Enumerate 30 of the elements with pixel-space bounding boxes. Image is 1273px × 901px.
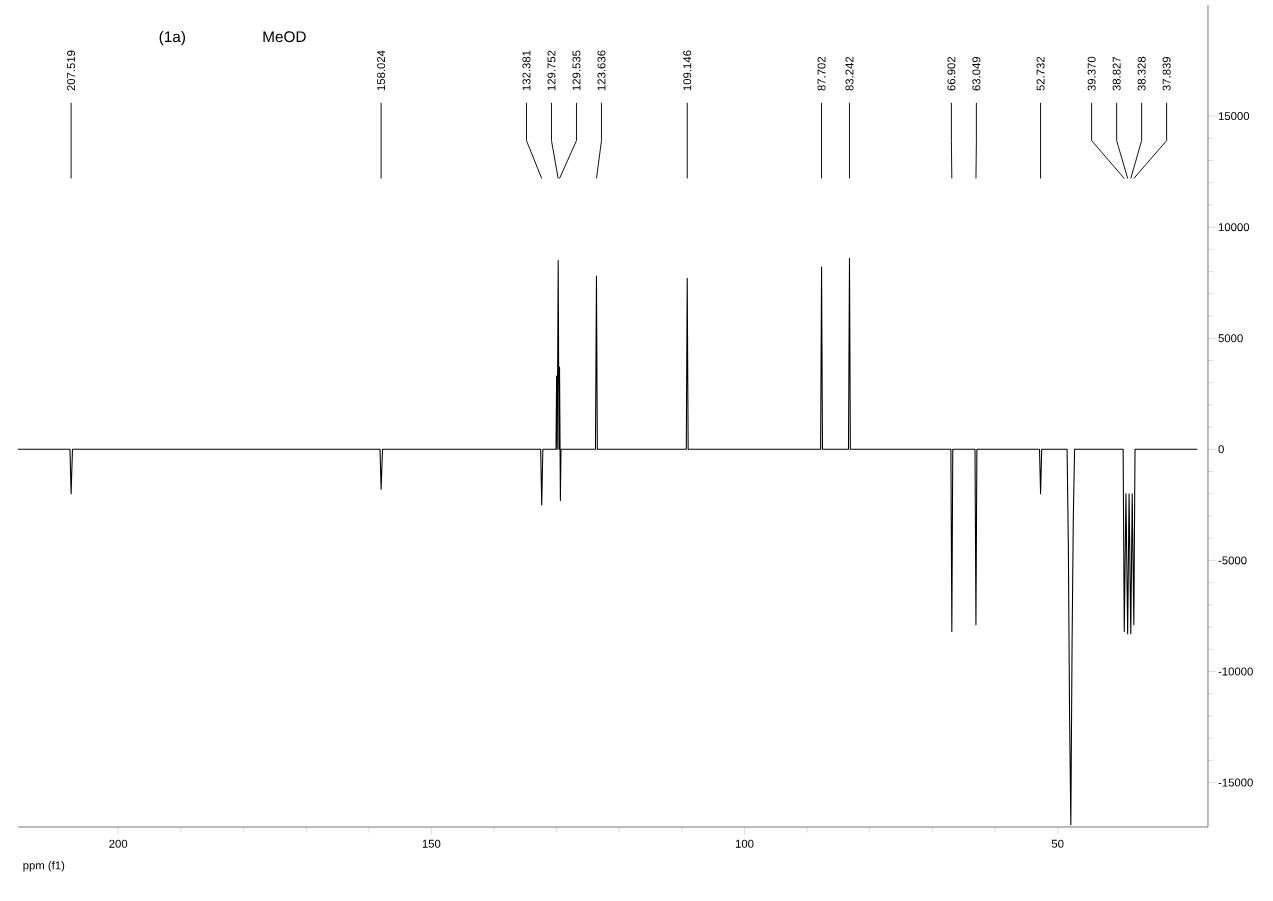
annotation: 132.381 (522, 50, 531, 91)
y-tick-label: 5000 (1218, 334, 1243, 343)
annotation: 207.519 (67, 50, 76, 91)
y-tick-label: -10000 (1218, 667, 1253, 676)
x-tick-label: 100 (735, 839, 754, 848)
annotation: 123.636 (597, 50, 606, 91)
annotation: 38.328 (1137, 56, 1146, 91)
x-tick-label: 150 (422, 839, 441, 848)
y-tick-label: -15000 (1218, 778, 1253, 787)
annotation: 129.752 (547, 50, 556, 91)
x-tick-label: 200 (109, 839, 128, 848)
y-tick-label: 10000 (1218, 223, 1250, 232)
y-tick-label: -5000 (1218, 556, 1247, 565)
annotation: 37.839 (1162, 56, 1171, 91)
y-tick-label: 15000 (1218, 112, 1250, 121)
x-tick-label: 50 (1051, 839, 1064, 848)
annotation: 87.702 (817, 56, 826, 91)
annotation: 158.024 (377, 50, 386, 91)
annotation: 83.242 (845, 56, 854, 91)
annotation: 129.535 (572, 50, 581, 91)
annotation: 39.370 (1087, 56, 1096, 91)
annotation: MeOD (263, 31, 306, 43)
annotation: 66.902 (947, 56, 956, 91)
annotation: (1a) (159, 30, 185, 46)
y-tick-label: 0 (1218, 445, 1224, 454)
annotation: 63.049 (972, 56, 981, 91)
annotation: 109.146 (683, 50, 692, 91)
x-axis-title: ppm (f1) (23, 861, 65, 872)
annotation: 52.732 (1036, 56, 1045, 91)
annotation: 38.827 (1112, 56, 1121, 91)
